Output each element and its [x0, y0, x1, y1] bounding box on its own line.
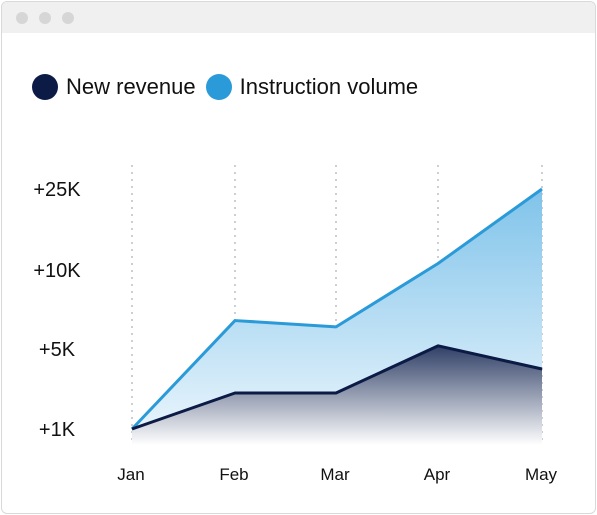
line-layer [130, 187, 543, 431]
legend-label-new-revenue: New revenue [66, 74, 196, 99]
y-tick-label: +5K [39, 339, 76, 361]
legend-label-instruction-volume: Instruction volume [239, 74, 419, 99]
legend-item-instruction-volume: Instruction volume [205, 74, 419, 100]
y-tick-label: +1K [39, 419, 76, 441]
x-tick-label: May [525, 465, 558, 484]
legend-item-new-revenue: New revenue [32, 74, 196, 100]
x-tick-label: Apr [424, 465, 451, 484]
area-layer [132, 189, 542, 445]
window-minimize-dot[interactable] [39, 12, 51, 24]
area-new-revenue [132, 345, 542, 445]
x-tick-label: Mar [320, 465, 350, 484]
label-layer: +25K +10K +5K +1K Jan Feb Mar Apr May [33, 179, 557, 484]
legend-swatch-instruction-volume [205, 74, 232, 100]
chart-legend: New revenue Instruction volume [32, 72, 428, 102]
legend-swatch-new-revenue [32, 74, 58, 100]
y-tick-label: +25K [33, 179, 81, 201]
window-close-dot[interactable] [16, 12, 28, 24]
y-tick-label: +10K [33, 260, 81, 282]
window-maximize-dot[interactable] [62, 12, 74, 24]
x-tick-label: Feb [219, 465, 248, 484]
title-bar [2, 2, 595, 33]
x-tick-label: Jan [117, 465, 144, 484]
